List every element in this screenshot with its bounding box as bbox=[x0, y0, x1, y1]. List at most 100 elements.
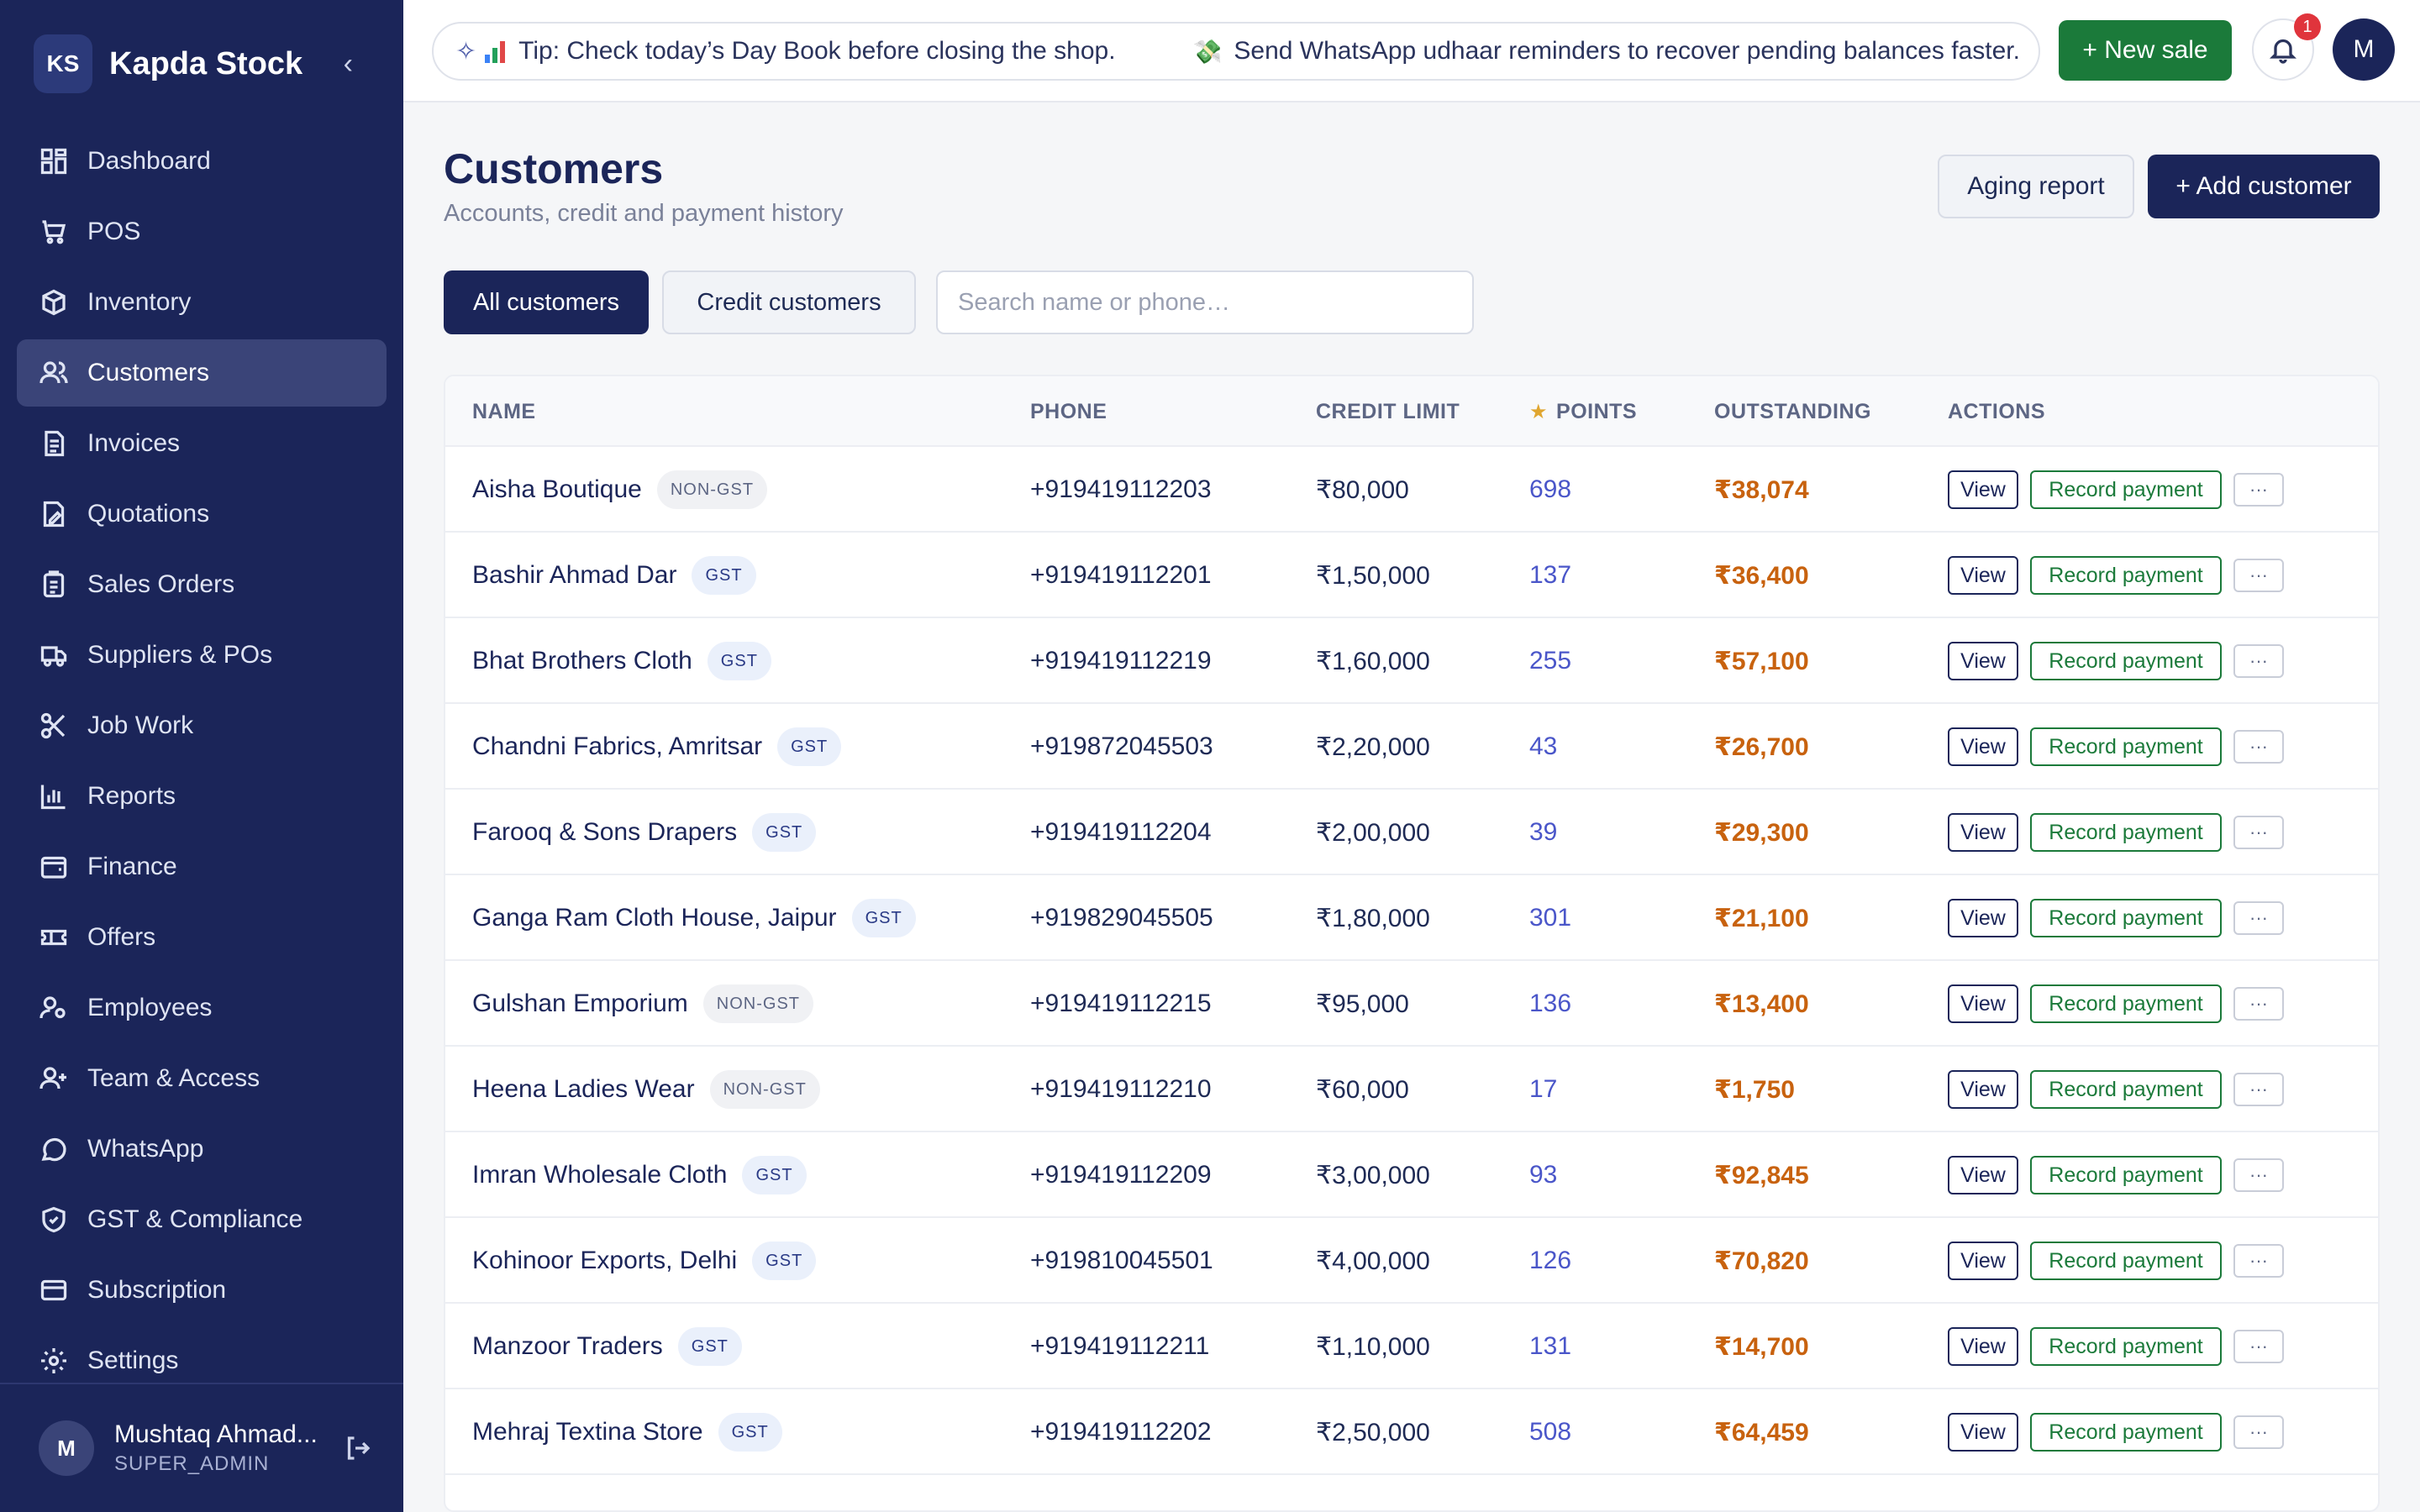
sidebar-item-suppliers-pos[interactable]: Suppliers & POs bbox=[17, 622, 387, 689]
customer-name-cell: Bhat Brothers Cloth GST bbox=[472, 618, 771, 704]
more-actions-button[interactable]: ··· bbox=[2233, 559, 2284, 592]
gst-badge: GST bbox=[718, 1413, 782, 1452]
sidebar-item-dashboard[interactable]: Dashboard bbox=[17, 128, 387, 195]
credit-limit-cell: ₹4,00,000 bbox=[1316, 1247, 1430, 1275]
sidebar-item-team-access[interactable]: Team & Access bbox=[17, 1045, 387, 1112]
sidebar-item-sales-orders[interactable]: Sales Orders bbox=[17, 551, 387, 618]
customer-name-link[interactable]: Gulshan Emporium bbox=[472, 990, 688, 1017]
customer-name-link[interactable]: Ganga Ram Cloth House, Jaipur bbox=[472, 904, 837, 932]
sidebar-item-job-work[interactable]: Job Work bbox=[17, 692, 387, 759]
view-button[interactable]: View bbox=[1948, 899, 2018, 937]
more-actions-button[interactable]: ··· bbox=[2233, 1158, 2284, 1192]
add-customer-button[interactable]: + Add customer bbox=[2148, 155, 2380, 218]
more-actions-button[interactable]: ··· bbox=[2233, 730, 2284, 764]
customer-name-cell: Ganga Ram Cloth House, Jaipur GST bbox=[472, 875, 916, 961]
view-button[interactable]: View bbox=[1948, 727, 2018, 766]
sidebar-item-subscription[interactable]: Subscription bbox=[17, 1257, 387, 1324]
record-payment-button[interactable]: Record payment bbox=[2030, 1156, 2222, 1194]
new-sale-button[interactable]: + New sale bbox=[2059, 20, 2232, 81]
customer-name-link[interactable]: Bhat Brothers Cloth bbox=[472, 647, 692, 675]
sidebar-item-whatsapp[interactable]: WhatsApp bbox=[17, 1116, 387, 1183]
view-button[interactable]: View bbox=[1948, 470, 2018, 509]
view-button[interactable]: View bbox=[1948, 813, 2018, 852]
credit-limit-cell: ₹2,50,000 bbox=[1316, 1418, 1430, 1446]
sidebar-item-reports[interactable]: Reports bbox=[17, 763, 387, 830]
credit-limit-cell: ₹1,80,000 bbox=[1316, 904, 1430, 932]
points-cell: 255 bbox=[1529, 647, 1572, 675]
table-row: Gulshan Emporium NON-GST +919419112215 ₹95,… bbox=[445, 961, 2378, 1047]
user-meta: Mushtaq Ahmad... SUPER_ADMIN bbox=[114, 1420, 318, 1476]
more-actions-button[interactable]: ··· bbox=[2233, 901, 2284, 935]
view-button[interactable]: View bbox=[1948, 1242, 2018, 1280]
brand: KS Kapda Stock ‹ bbox=[34, 34, 370, 94]
sidebar-item-settings[interactable]: Settings bbox=[17, 1327, 387, 1394]
customer-name-link[interactable]: Imran Wholesale Cloth bbox=[472, 1161, 728, 1189]
phone-cell: +919419112203 bbox=[1030, 475, 1212, 503]
points-cell: 17 bbox=[1529, 1075, 1558, 1103]
record-payment-button[interactable]: Record payment bbox=[2030, 470, 2222, 509]
aging-report-button[interactable]: Aging report bbox=[1938, 155, 2134, 218]
collapse-sidebar-button[interactable]: ‹ bbox=[344, 48, 353, 81]
customer-name-cell: Kohinoor Exports, Delhi GST bbox=[472, 1218, 817, 1304]
gst-badge: GST bbox=[707, 642, 771, 680]
wallet-icon bbox=[37, 850, 71, 884]
tab-all-customers[interactable]: All customers bbox=[444, 270, 649, 334]
logout-icon[interactable] bbox=[343, 1433, 373, 1463]
more-actions-button[interactable]: ··· bbox=[2233, 987, 2284, 1021]
sidebar-item-label: Settings bbox=[87, 1347, 179, 1374]
tab-credit-customers[interactable]: Credit customers bbox=[662, 270, 916, 334]
record-payment-button[interactable]: Record payment bbox=[2030, 1413, 2222, 1452]
search-input[interactable] bbox=[936, 270, 1474, 334]
sidebar-item-offers[interactable]: Offers bbox=[17, 904, 387, 971]
record-payment-button[interactable]: Record payment bbox=[2030, 642, 2222, 680]
actions-cell: View Record payment ··· bbox=[1948, 533, 2284, 618]
view-button[interactable]: View bbox=[1948, 1327, 2018, 1366]
more-actions-button[interactable]: ··· bbox=[2233, 644, 2284, 678]
record-payment-button[interactable]: Record payment bbox=[2030, 727, 2222, 766]
sidebar-item-finance[interactable]: Finance bbox=[17, 833, 387, 900]
sidebar-item-gst-compliance[interactable]: GST & Compliance bbox=[17, 1186, 387, 1253]
more-actions-button[interactable]: ··· bbox=[2233, 1330, 2284, 1363]
record-payment-button[interactable]: Record payment bbox=[2030, 1327, 2222, 1366]
record-payment-button[interactable]: Record payment bbox=[2030, 813, 2222, 852]
credit-limit-cell: ₹1,50,000 bbox=[1316, 561, 1430, 590]
sidebar-nav: Dashboard POS Inventory Customers Invoices Qu… bbox=[17, 128, 387, 1398]
customer-name-link[interactable]: Heena Ladies Wear bbox=[472, 1075, 695, 1103]
customer-name-link[interactable]: Bashir Ahmad Dar bbox=[472, 561, 677, 589]
sparkle-icon: ✧ bbox=[455, 37, 477, 66]
customer-name-link[interactable]: Kohinoor Exports, Delhi bbox=[472, 1247, 738, 1274]
record-payment-button[interactable]: Record payment bbox=[2030, 1242, 2222, 1280]
record-payment-button[interactable]: Record payment bbox=[2030, 1070, 2222, 1109]
view-button[interactable]: View bbox=[1948, 1413, 2018, 1452]
customer-name-link[interactable]: Farooq & Sons Drapers bbox=[472, 818, 738, 846]
view-button[interactable]: View bbox=[1948, 642, 2018, 680]
more-actions-button[interactable]: ··· bbox=[2233, 816, 2284, 849]
record-payment-button[interactable]: Record payment bbox=[2030, 556, 2222, 595]
more-actions-button[interactable]: ··· bbox=[2233, 1244, 2284, 1278]
user-profile[interactable]: M Mushtaq Ahmad... SUPER_ADMIN bbox=[0, 1383, 403, 1512]
table-row: Farooq & Sons Drapers GST +919419112204 ₹2,… bbox=[445, 790, 2378, 875]
user-name: Mushtaq Ahmad... bbox=[114, 1420, 318, 1448]
more-actions-button[interactable]: ··· bbox=[2233, 1073, 2284, 1106]
sidebar-item-invoices[interactable]: Invoices bbox=[17, 410, 387, 477]
customer-name-link[interactable]: Mehraj Textina Store bbox=[472, 1418, 703, 1446]
view-button[interactable]: View bbox=[1948, 556, 2018, 595]
record-payment-button[interactable]: Record payment bbox=[2030, 984, 2222, 1023]
more-actions-button[interactable]: ··· bbox=[2233, 473, 2284, 507]
view-button[interactable]: View bbox=[1948, 1156, 2018, 1194]
view-button[interactable]: View bbox=[1948, 984, 2018, 1023]
sidebar-item-customers[interactable]: Customers bbox=[17, 339, 387, 407]
customer-name-link[interactable]: Manzoor Traders bbox=[472, 1332, 663, 1360]
view-button[interactable]: View bbox=[1948, 1070, 2018, 1109]
account-avatar[interactable]: M bbox=[2333, 18, 2395, 81]
sidebar-item-pos[interactable]: POS bbox=[17, 198, 387, 265]
sidebar-item-inventory[interactable]: Inventory bbox=[17, 269, 387, 336]
sidebar-item-quotations[interactable]: Quotations bbox=[17, 480, 387, 548]
notifications-button[interactable] bbox=[2252, 18, 2314, 81]
more-actions-button[interactable]: ··· bbox=[2233, 1415, 2284, 1449]
customer-name-link[interactable]: Chandni Fabrics, Amritsar bbox=[472, 732, 763, 760]
sidebar-item-label: Dashboard bbox=[87, 147, 211, 175]
record-payment-button[interactable]: Record payment bbox=[2030, 899, 2222, 937]
sidebar-item-employees[interactable]: Employees bbox=[17, 974, 387, 1042]
customer-name-link[interactable]: Aisha Boutique bbox=[472, 475, 642, 503]
